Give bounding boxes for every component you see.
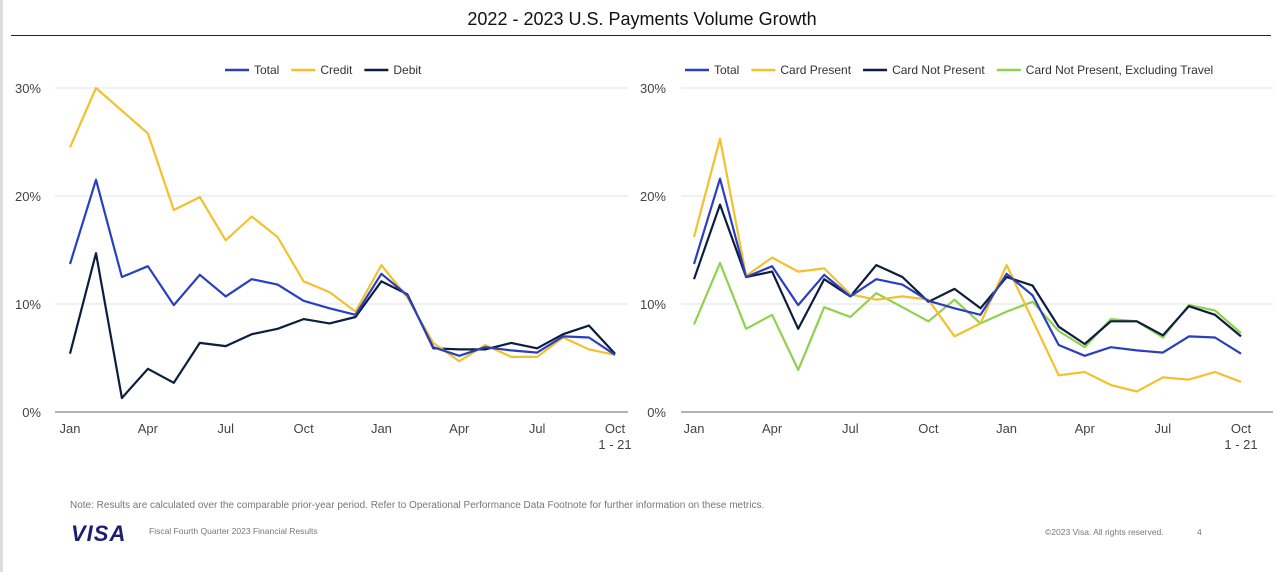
page-number: 4 xyxy=(1197,527,1202,537)
series-line-card-present xyxy=(692,137,1242,393)
series-line-debit xyxy=(68,252,616,400)
y-tick-label: 30% xyxy=(640,81,666,96)
y-tick-label: 10% xyxy=(15,297,41,312)
x-tick-label: Jul xyxy=(1155,421,1172,436)
legend-label: Card Present xyxy=(780,63,851,77)
x-tick-label: Oct xyxy=(1231,421,1252,436)
fiscal-label: Fiscal Fourth Quarter 2023 Financial Res… xyxy=(149,526,318,536)
x-tick-label: Jan xyxy=(684,421,705,436)
legend-label: Total xyxy=(254,63,279,77)
x-tick-label: Apr xyxy=(762,421,783,436)
x-tick-label: Oct xyxy=(605,421,626,436)
legend-label: Debit xyxy=(393,63,422,77)
legend-label: Card Not Present, Excluding Travel xyxy=(1026,63,1213,77)
x-tick-label: Jan xyxy=(996,421,1017,436)
x-tick-label: Apr xyxy=(449,421,470,436)
x-tick-label: Apr xyxy=(1075,421,1096,436)
title-divider xyxy=(11,35,1271,36)
visa-logo: VISA xyxy=(71,521,127,546)
x-tick-sublabel: 1 - 21 xyxy=(1224,437,1257,452)
legend-label: Credit xyxy=(320,63,353,77)
y-tick-label: 20% xyxy=(640,189,666,204)
y-tick-label: 30% xyxy=(15,81,41,96)
footnote: Note: Results are calculated over the co… xyxy=(70,500,765,511)
y-tick-label: 20% xyxy=(15,189,41,204)
x-tick-label: Jul xyxy=(217,421,234,436)
legend-label: Card Not Present xyxy=(892,63,985,77)
x-tick-sublabel: 1 - 21 xyxy=(598,437,631,452)
y-tick-label: 10% xyxy=(640,297,666,312)
x-tick-label: Jan xyxy=(371,421,392,436)
copyright: ©2023 Visa. All rights reserved. xyxy=(1045,527,1164,537)
x-tick-label: Apr xyxy=(138,421,159,436)
series-line-total xyxy=(68,178,616,357)
series-line-card-not-present xyxy=(692,203,1242,346)
y-tick-label: 0% xyxy=(22,405,41,420)
x-tick-label: Jan xyxy=(60,421,81,436)
y-tick-label: 0% xyxy=(647,405,666,420)
legend-label: Total xyxy=(714,63,739,77)
series-line-total xyxy=(692,177,1242,357)
series-line-credit xyxy=(68,86,616,363)
x-tick-label: Oct xyxy=(293,421,314,436)
x-tick-label: Jul xyxy=(842,421,859,436)
x-tick-label: Oct xyxy=(918,421,939,436)
page-title: 2022 - 2023 U.S. Payments Volume Growth xyxy=(467,9,817,29)
x-tick-label: Jul xyxy=(529,421,546,436)
